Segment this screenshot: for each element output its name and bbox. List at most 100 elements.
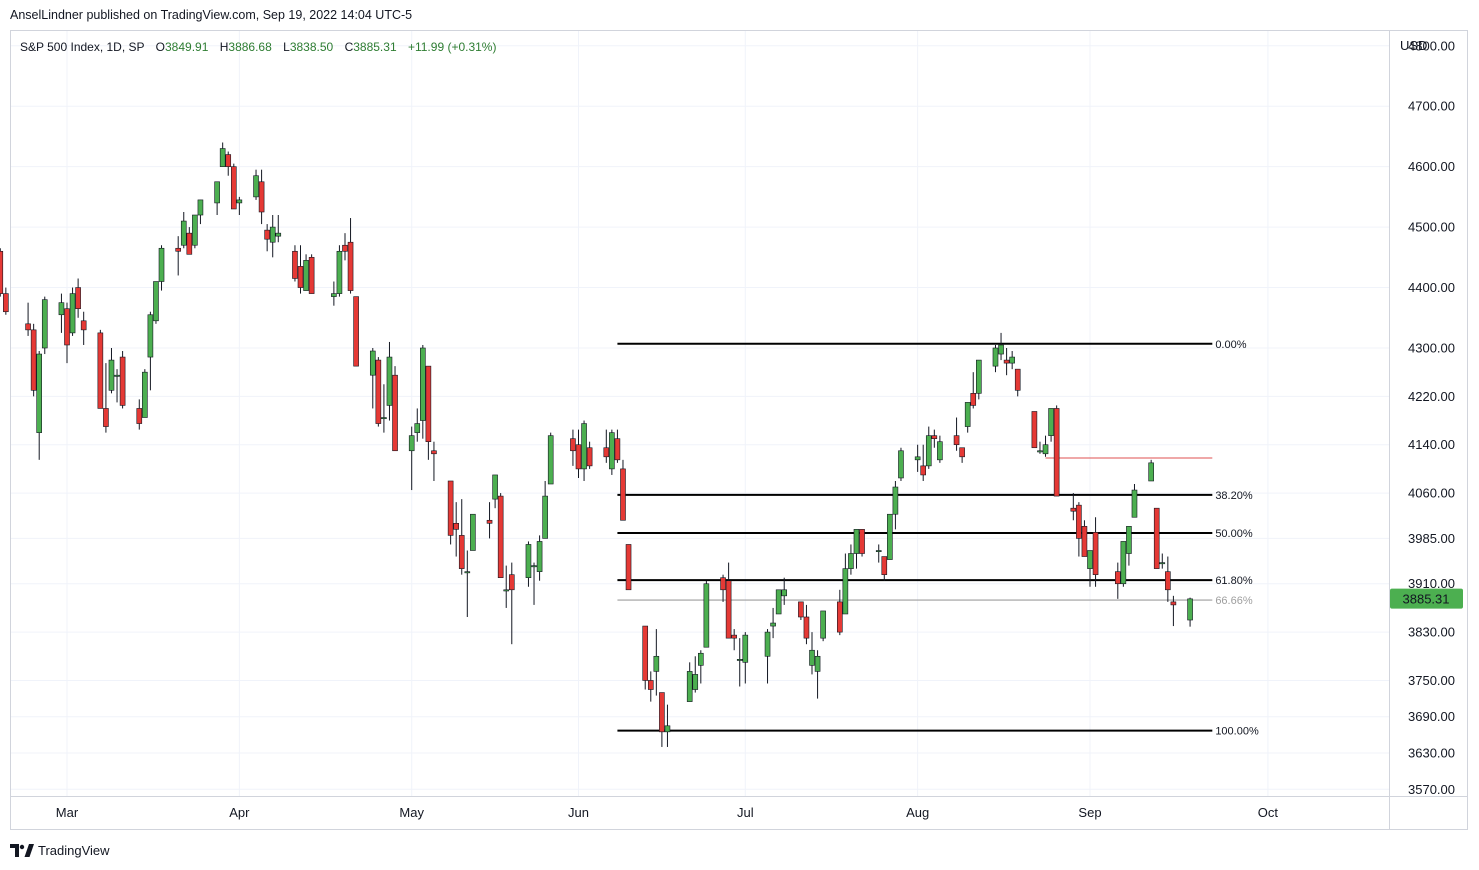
candle-body [853, 529, 860, 554]
candle-body [664, 725, 671, 733]
svg-text:S&P 500 Index, 1D, SP O3: S&P 500 Index, 1D, SP O3849.91 H3886.68 … [20, 40, 496, 54]
time-axis[interactable]: Mar Apr May Jun Jul Aug Sep Oct [56, 805, 1279, 820]
candle [103, 363, 109, 433]
candle-body [848, 553, 854, 569]
candle [1114, 562, 1121, 599]
fib-level-label: 66.66% [1215, 595, 1253, 607]
candle-body [1048, 408, 1054, 436]
candle-body [953, 435, 960, 446]
candle-body [136, 408, 143, 424]
candle-body [1037, 450, 1043, 453]
candle [892, 480, 899, 530]
candle [30, 323, 37, 397]
candle-body [653, 655, 660, 672]
candle-body [497, 495, 504, 579]
candle [547, 432, 554, 485]
candle-body [258, 181, 265, 213]
candle-body [1170, 601, 1177, 606]
candle-body [303, 260, 309, 291]
candle [642, 625, 649, 690]
candle [814, 650, 821, 699]
candle [64, 302, 70, 364]
candle [992, 344, 999, 373]
candle-body [1114, 571, 1121, 585]
candle [1148, 459, 1154, 482]
candle-body [214, 181, 220, 204]
candle-body [119, 356, 126, 406]
candle [192, 214, 198, 249]
candle-body [970, 393, 977, 406]
candle-body [69, 293, 76, 334]
publish-info: AnselLindner published on TradingView.co… [10, 8, 413, 22]
legend: S&P 500 Index, 1D, SP O3849.91 H3886.68 … [20, 40, 496, 54]
candle-body [3, 293, 9, 313]
legend-low: 3838.50 [290, 40, 334, 54]
candle-body [1131, 489, 1138, 518]
candle [820, 610, 826, 642]
candle [431, 441, 437, 481]
candle [336, 245, 343, 297]
y-tick-label: 3910.00 [1408, 576, 1455, 591]
candle-body [586, 447, 593, 467]
candles [0, 142, 1193, 747]
candle-body [336, 250, 343, 294]
candle-body [297, 266, 304, 288]
candle-body [486, 519, 493, 524]
candle [420, 344, 426, 439]
candle [75, 278, 81, 318]
candle-body [58, 302, 65, 316]
candle [581, 420, 587, 481]
candle-body [937, 441, 943, 461]
y-tick-label: 4220.00 [1408, 389, 1455, 404]
candle-body [147, 314, 154, 358]
y-tick-label: 3690.00 [1408, 709, 1455, 724]
candle [998, 332, 1004, 361]
candle [269, 215, 276, 258]
candle [470, 513, 476, 551]
candle-body [308, 257, 315, 294]
candle [914, 444, 921, 472]
y-tick-label: 4400.00 [1408, 280, 1455, 295]
candle-body [158, 247, 165, 282]
candle [1120, 541, 1127, 587]
candle [931, 429, 938, 448]
candle-body [269, 226, 276, 243]
candle-body [331, 293, 337, 297]
candle [197, 199, 204, 225]
candle-body [736, 659, 743, 661]
candle-body [742, 634, 749, 663]
candle [848, 544, 854, 575]
fib-level-label: 0.00% [1215, 339, 1246, 351]
tradingview-brand[interactable]: TradingView [10, 843, 110, 858]
candle-body [542, 495, 548, 539]
candle-body [814, 655, 821, 672]
candle-body [225, 154, 232, 167]
candle [925, 426, 932, 469]
candle [414, 408, 421, 442]
candle [887, 513, 893, 560]
candle-body [659, 692, 665, 733]
candle [264, 224, 270, 252]
candle-body [647, 680, 654, 690]
candle [937, 435, 943, 463]
candle-body [1092, 532, 1099, 575]
candle [497, 493, 504, 579]
candle [275, 215, 282, 243]
candle [1042, 435, 1049, 457]
legend-close-label: C [345, 40, 354, 54]
candle [881, 556, 888, 581]
candle-body [692, 674, 699, 690]
candle-body [809, 649, 815, 666]
candle [647, 671, 654, 702]
candle [898, 447, 904, 481]
candle [214, 181, 220, 216]
candle [1165, 556, 1171, 602]
candle-body [781, 589, 788, 597]
price-axis[interactable]: 4800.00 4700.00 4600.00 4500.00 4400.00 4300.… [1408, 38, 1455, 797]
legend-close: 3885.31 [353, 40, 397, 54]
candle-body [881, 556, 888, 575]
fibonacci-retracement[interactable]: 0.00% 38.20% 50.00% 61.80% 66.66% 100.00% [617, 339, 1259, 738]
candle [770, 607, 776, 639]
candle-body [581, 423, 587, 470]
